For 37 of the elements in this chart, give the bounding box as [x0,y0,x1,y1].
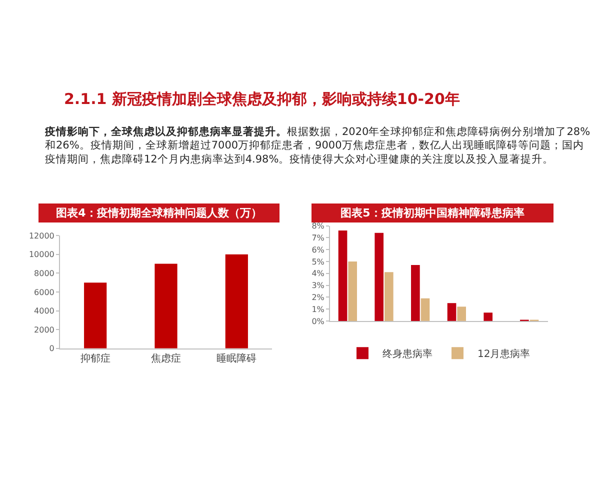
x-tick-label: 睡眠障碍 [216,352,257,364]
bar [84,282,107,348]
y-tick-label: 2% [312,292,325,302]
bar [348,261,357,321]
y-tick-label: 12000 [28,231,54,240]
x-tick-label: 抑郁症 [80,352,110,364]
bar [338,230,348,321]
bar [420,298,430,321]
y-tick-label: 6% [312,245,325,254]
y-tick-label: 0% [312,316,325,326]
x-tick-label: 焦虑症 [151,352,181,364]
bar [457,306,466,321]
bar [374,232,384,321]
text: 2.1.1 新冠疫情加剧全球焦虑及抑郁，影响或持续10-20年 [64,90,460,108]
y-tick-label: 0 [49,344,54,354]
y-tick-label: 4% [312,269,325,278]
y-tick-label: 2000 [34,325,54,334]
bar [484,312,493,321]
y-tick-label: 8000 [34,268,54,278]
y-tick-label: 5% [312,257,325,266]
y-tick-label: 3% [312,281,325,290]
chart-title: 图表4：疫情初期全球精神问题人数（万） [56,206,262,220]
y-tick-label: 7% [312,233,325,242]
bar [154,264,178,348]
text: 疫情影响下，全球焦虑以及抑郁患病率显著提升。 [44,125,287,138]
bar [384,272,394,321]
y-tick-label: 10000 [28,250,54,260]
y-tick-label: 4000 [34,306,54,316]
legend-label: 12月患病率 [478,348,530,360]
bar [411,265,420,321]
chart-title: 图表5：疫情初期中国精神障碍患病率 [340,206,524,220]
y-tick-label: 1% [312,304,325,314]
legend-label: 终身患病率 [382,348,432,360]
bar [225,254,248,348]
y-tick-label: 6000 [34,288,54,297]
y-tick-label: 8% [312,222,325,231]
bar [447,303,456,321]
